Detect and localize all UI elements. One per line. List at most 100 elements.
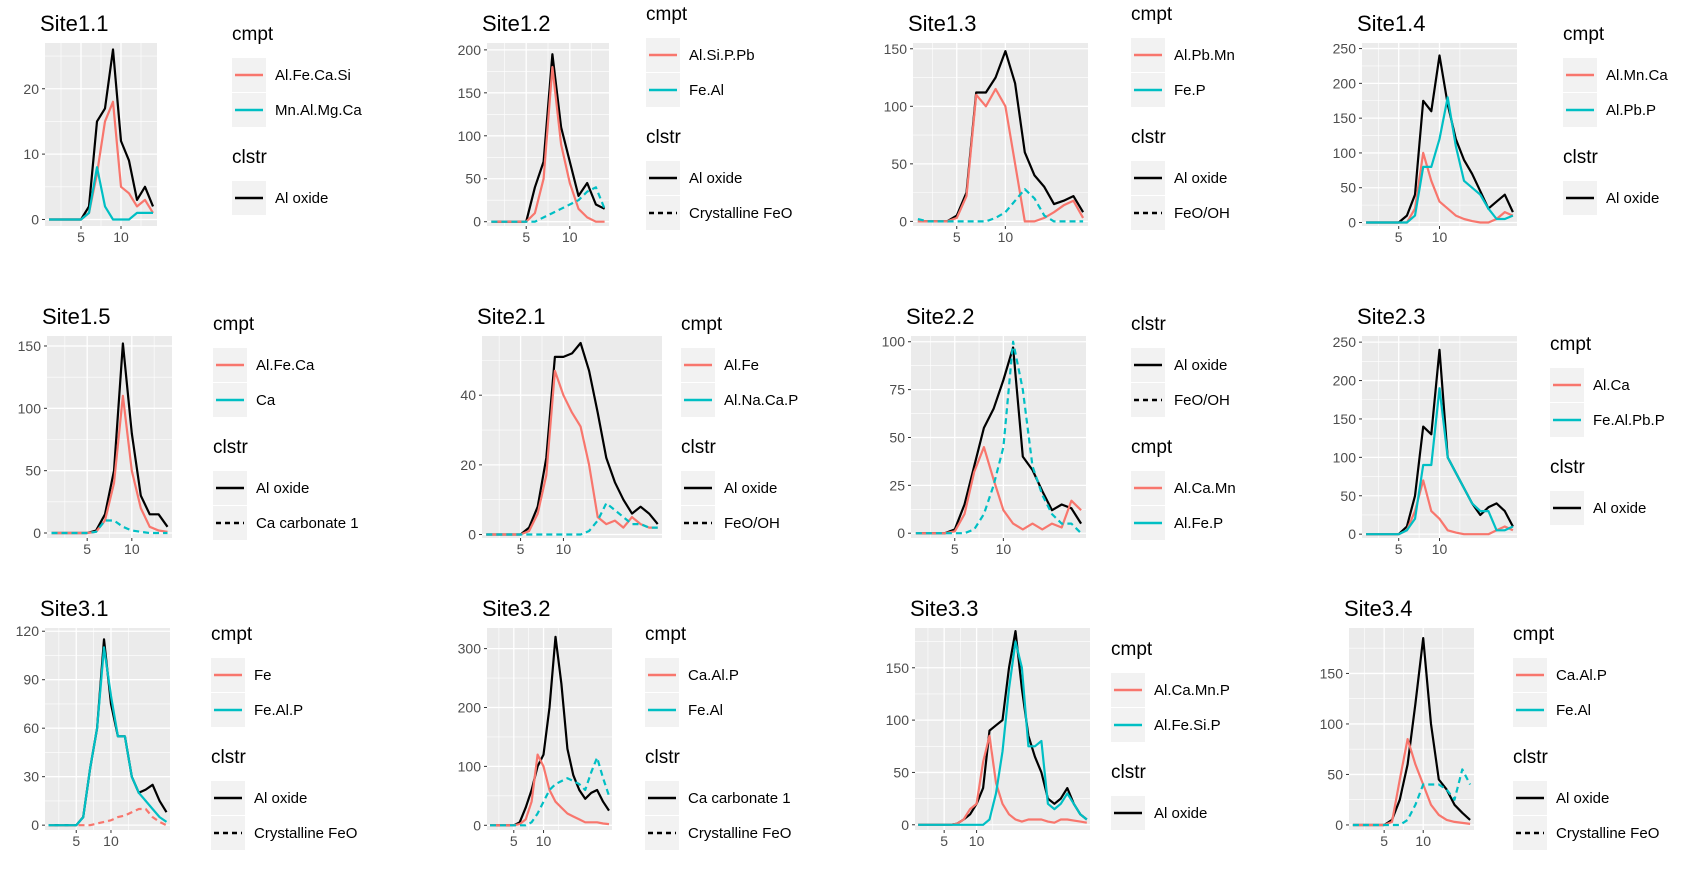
panel-site2-3: 5 10050100150200250Site2.3cmptAl.CaFe.Al.…: [1333, 304, 1665, 557]
legend-label-crystalline-feo: Crystalline FeO: [1556, 825, 1659, 842]
legend-label-fe-al: Fe.Al: [1556, 702, 1591, 719]
y-tick-label: 100: [1320, 716, 1344, 732]
series-line-mn-al-mg-ca: [49, 166, 153, 221]
legend-label-al-pb-p: Al.Pb.P: [1606, 102, 1656, 119]
legend-label-al-fe-ca-si: Al.Fe.Ca.Si: [275, 67, 351, 84]
series-line-fe: [48, 807, 167, 827]
legend-title-cmpt: cmpt: [213, 314, 255, 335]
y-tick-label: 150: [1320, 665, 1344, 681]
y-tick-label: 0: [1348, 526, 1356, 542]
legend-title-clstr: clstr: [211, 747, 247, 768]
y-tick-label: 100: [884, 98, 908, 114]
panel-title: Site3.4: [1344, 596, 1413, 621]
legend-title-clstr: clstr: [1513, 747, 1549, 768]
plot-background: [913, 43, 1088, 226]
legend: cmpt Ca.Al.P Fe.Al clstr Al oxide Crystalline…: [1513, 624, 1659, 850]
legend-title-clstr: clstr: [232, 147, 268, 168]
x-tick-label: 5: [1395, 541, 1403, 557]
x-tick-label: 5: [83, 541, 91, 557]
legend: cmpt Al.Ca Fe.Al.Pb.P clstr Al oxide: [1550, 334, 1665, 525]
y-tick-label: 50: [1340, 488, 1356, 504]
legend-title-cmpt: cmpt: [1131, 4, 1173, 25]
legend-label-al-ca: Al.Ca: [1593, 377, 1630, 394]
legend-label-al-oxide: Al oxide: [256, 480, 309, 497]
legend: cmpt Al.Fe.Ca Ca clstr Al oxide Ca carbonate …: [213, 314, 359, 540]
legend-title-cmpt: cmpt: [1550, 334, 1592, 355]
panel-title: Site3.1: [40, 596, 109, 621]
legend-label-al-fe-p: Al.Fe.P: [1174, 515, 1223, 532]
panel-title: Site1.2: [482, 11, 551, 36]
legend-label-al-oxide: Al oxide: [1593, 500, 1646, 517]
x-tick-label: 10: [124, 541, 140, 557]
y-tick-label: 50: [893, 764, 909, 780]
y-tick-label: 60: [23, 720, 39, 736]
y-tick-label: 0: [899, 213, 907, 229]
legend-label-al-oxide: Al oxide: [275, 190, 328, 207]
legend-title-cmpt: cmpt: [646, 4, 688, 25]
plot-background: [45, 628, 170, 830]
legend-label-al-fe: Al.Fe: [724, 357, 759, 374]
legend-label-al-mn-ca: Al.Mn.Ca: [1606, 67, 1668, 84]
panel-site3-3: 5 10050100150Site3.3cmptAl.Ca.Mn.PAl.Fe.S…: [886, 596, 1230, 849]
x-tick-label: 5: [1395, 229, 1403, 245]
legend: cmpt Al.Si.P.Pb Fe.Al clstr Al oxide Crystall…: [646, 4, 792, 230]
y-tick-label: 250: [1333, 41, 1357, 57]
panel-title: Site3.2: [482, 596, 551, 621]
legend: cmpt Al.Fe.Ca.Si Mn.Al.Mg.Ca clstr Al oxide: [232, 24, 362, 215]
legend-label-al-oxide: Al oxide: [1174, 170, 1227, 187]
y-tick-label: 200: [1333, 373, 1357, 389]
legend-label-feo-oh: FeO/OH: [1174, 205, 1230, 222]
legend-label-al-oxide: Al oxide: [724, 480, 777, 497]
y-tick-label: 25: [889, 477, 905, 493]
legend: cmpt Al.Pb.Mn Fe.P clstr Al oxide FeO/OH: [1131, 4, 1235, 230]
y-tick-label: 100: [1333, 145, 1357, 161]
y-tick-label: 50: [25, 463, 41, 479]
legend: cmpt Al.Ca.Mn.P Al.Fe.Si.P clstr Al oxide: [1111, 639, 1230, 830]
panel-site2-1: 5 10 0 20 40 Site2.1 cmpt Al.Fe Al.Na.Ca.P clstr A…: [460, 304, 798, 557]
y-tick-label: 200: [1333, 75, 1357, 91]
series-line-ca-al-p: [490, 753, 610, 827]
x-tick-label: 10: [1415, 833, 1431, 849]
legend-label-al-ca-mn-p: Al.Ca.Mn.P: [1154, 682, 1230, 699]
legend-label-al-fe-si-p: Al.Fe.Si.P: [1154, 717, 1221, 734]
series-line-al-fe-si-p: [918, 640, 1088, 826]
x-tick-label: 5: [77, 229, 85, 245]
y-tick-label: 150: [458, 85, 482, 101]
x-tick-label: 5: [522, 229, 530, 245]
x-tick-label: 10: [1432, 229, 1448, 245]
legend-title-clstr: clstr: [1563, 147, 1599, 168]
legend-label-fe: Fe: [254, 667, 272, 684]
y-tick-label: 10: [23, 146, 39, 162]
series-line-fe-p: [917, 188, 1084, 223]
series-line-fe-al-pb-p: [1366, 387, 1514, 536]
legend-label-fe-al: Fe.Al: [688, 702, 723, 719]
series-line-al-si-p-pb: [491, 65, 605, 223]
y-tick-label: 150: [1333, 411, 1357, 427]
series-line-fe-al: [491, 186, 606, 223]
panel-title: Site2.2: [906, 304, 975, 329]
y-tick-label: 30: [23, 769, 39, 785]
series-line-ca-al-p: [1352, 737, 1471, 827]
legend-label-al-fe-ca: Al.Fe.Ca: [256, 357, 315, 374]
legend-title-cmpt: cmpt: [211, 624, 253, 645]
y-tick-label: 0: [897, 525, 905, 541]
legend-title-cmpt: cmpt: [1513, 624, 1555, 645]
legend-title-clstr: clstr: [213, 437, 249, 458]
legend-label-al-oxide: Al oxide: [1606, 190, 1659, 207]
x-tick-label: 5: [940, 833, 948, 849]
y-tick-label: 0: [1335, 817, 1343, 833]
panel-title: Site1.4: [1357, 11, 1426, 36]
legend-label-al-oxide: Al oxide: [1154, 805, 1207, 822]
legend-label-ca-carbonate-1: Ca carbonate 1: [256, 515, 359, 532]
panel-site3-4: 5 10050100150Site3.4cmptCa.Al.PFe.Alclstr…: [1320, 596, 1659, 850]
x-tick-label: 10: [1432, 541, 1448, 557]
y-tick-label: 0: [31, 211, 39, 227]
legend-label-al-oxide: Al oxide: [689, 170, 742, 187]
legend-label-feo-oh: FeO/OH: [1174, 392, 1230, 409]
legend-label-al-oxide: Al oxide: [1174, 357, 1227, 374]
legend-label-al-ca-mn: Al.Ca.Mn: [1174, 480, 1236, 497]
y-tick-label: 100: [458, 128, 482, 144]
y-tick-label: 150: [1333, 110, 1357, 126]
